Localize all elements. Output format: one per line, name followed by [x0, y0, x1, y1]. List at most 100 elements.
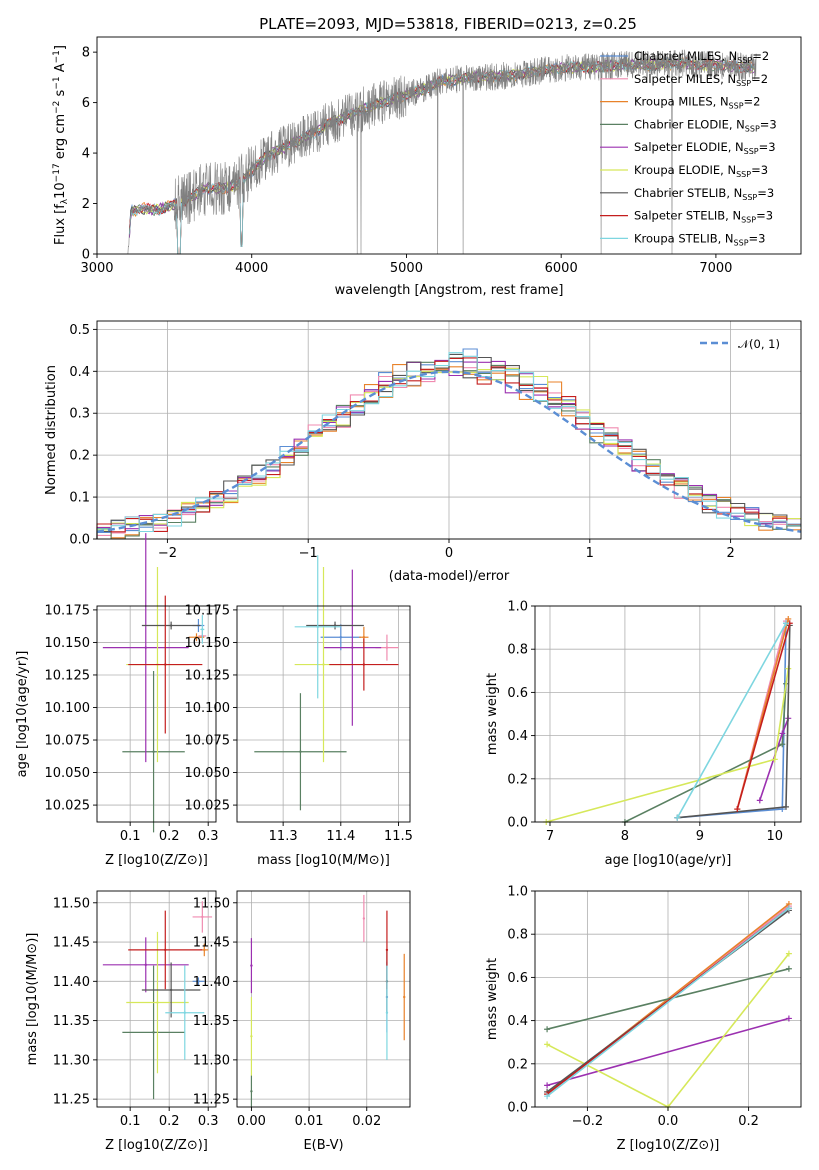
x-axis-label: age [log10(age/yr)]	[605, 853, 732, 868]
legend-subscript: SSP	[734, 238, 749, 247]
x-tick-label: 4000	[235, 261, 268, 276]
model-spectrum-line	[129, 57, 755, 255]
data-point	[351, 646, 354, 649]
axes-frame	[96, 890, 217, 1108]
legend-subscript: SSP	[737, 56, 752, 65]
mass-weight-marker	[544, 1041, 551, 1048]
data-point	[250, 1090, 253, 1093]
data-point	[201, 915, 204, 919]
x-axis-label: E(B-V)	[303, 1138, 343, 1153]
mass-weight-line	[624, 683, 787, 823]
y-tick-label: 0.4	[507, 729, 528, 744]
legend-series-name: Chabrier STELIB, N	[634, 186, 742, 200]
y-tick-label: 11.40	[193, 975, 230, 990]
y-axis-label: mass weight	[485, 673, 500, 755]
x-tick-label: 0.02	[352, 1114, 381, 1129]
data-point	[144, 963, 147, 967]
x-axis-label: wavelength [Angstrom, rest frame]	[335, 283, 564, 298]
model-spectrum-line	[129, 56, 755, 255]
legend-nssp: =3	[760, 117, 777, 131]
legend-series-name: Kroupa ELODIE, N	[634, 163, 736, 177]
legend-entry: Chabrier STELIB, NSSP=3	[634, 186, 774, 202]
mass-weight-marker	[674, 814, 681, 821]
y-tick-label: 0.6	[507, 971, 528, 986]
data-point	[322, 663, 325, 666]
model-spectrum-line	[129, 57, 755, 255]
y-tick-label: 11.35	[53, 1014, 90, 1029]
legend-nssp: =2	[744, 95, 761, 109]
x-tick-label: 0.00	[237, 1114, 266, 1129]
x-tick-label: 0.01	[295, 1114, 324, 1129]
mass-weight-marker	[785, 1015, 792, 1022]
y-tick-label: 10.075	[45, 734, 91, 749]
mass-weight-marker	[779, 741, 786, 748]
mass_vs_ebv-panel: 0.00 0.01 0.02 11.25 11.30 11.35 11.40 11.45 11.…	[193, 890, 411, 1153]
y-tick-label: 10.150	[45, 636, 91, 651]
x-axis-label: Z [log10(Z/Z⊙)]	[617, 1138, 720, 1153]
x-tick-label: 0.1	[120, 829, 141, 844]
y-tick-label: 11.50	[193, 896, 230, 911]
y-axis-label-part: −1	[52, 50, 62, 63]
mass-weight-marker	[544, 1082, 551, 1089]
y-axis-label-part: −2	[52, 101, 62, 114]
age_vs_mass-panel: 11.3 11.4 11.5 10.025 10.050 10.075 10.100 10.1…	[185, 555, 413, 868]
y-tick-label: 10.100	[45, 701, 91, 716]
data-point	[385, 646, 389, 649]
data-point	[339, 636, 342, 639]
legend-nssp: =2	[751, 72, 768, 86]
y-tick-label: 0.2	[69, 449, 90, 464]
legend-subscript: SSP	[745, 124, 760, 133]
x-axis-label: (data-model)/error	[389, 569, 510, 584]
data-point	[164, 663, 167, 666]
legend-subscript: SSP	[742, 193, 757, 202]
legend-series-name: Kroupa STELIB, N	[634, 231, 734, 245]
y-tick-label: 10.150	[185, 636, 231, 651]
y-axis-label: age [log10(age/yr)]	[15, 651, 30, 778]
data-point	[362, 636, 366, 639]
x-tick-label: −0.2	[572, 1114, 604, 1129]
data-point	[152, 750, 155, 753]
data-point	[156, 1001, 159, 1004]
x-tick-label: 11.3	[269, 829, 298, 844]
x-tick-label: 1	[586, 546, 594, 561]
legend-subscript: SSP	[736, 170, 751, 179]
legend-entry: Chabrier ELODIE, NSSP=3	[634, 117, 777, 133]
residual-histogram	[96, 352, 801, 539]
legend-series-name: Salpeter ELODIE, N	[634, 140, 744, 154]
mass-weight-marker	[783, 620, 790, 627]
data-point	[299, 750, 302, 753]
y-tick-label: 10.100	[185, 701, 231, 716]
legend-entry: Kroupa STELIB, NSSP=3	[634, 231, 765, 247]
x-tick-label: 0.2	[738, 1114, 759, 1129]
x-tick-label: 11.4	[326, 829, 355, 844]
weight_vs_age-panel: 7 8 9 10 0.0 0.2 0.4 0.6 0.8 1.0 age [log10(age/yr…	[485, 600, 802, 868]
y-tick-label: 0.3	[69, 407, 90, 422]
figure-panels: 3000 4000 5000 6000 7000 0 2 4 6 8 wavelength [Ang…	[15, 36, 802, 1153]
legend-subscript: SSP	[744, 147, 759, 156]
observed-spectrum-line	[127, 49, 757, 255]
y-tick-label: 10.125	[45, 668, 91, 683]
data-point	[164, 948, 167, 952]
x-tick-label: 7	[546, 829, 554, 844]
model-spectrum-line	[129, 58, 755, 255]
y-tick-label: 0.6	[507, 686, 528, 701]
y-tick-label: 10.075	[185, 734, 231, 749]
axes-frame	[96, 36, 802, 255]
legend-entry: Salpeter ELODIE, NSSP=3	[634, 140, 776, 156]
y-tick-label: 10.025	[45, 799, 91, 814]
y-axis-label-part: ]	[53, 45, 68, 50]
legend-nssp: =2	[752, 49, 769, 63]
data-point	[201, 628, 204, 631]
legend-nssp: =3	[756, 209, 773, 223]
y-tick-label: 0	[82, 248, 90, 263]
y-axis-label-part: A	[53, 63, 68, 76]
mass-weight-marker	[783, 803, 790, 810]
data-point	[169, 624, 173, 627]
mass-weight-marker	[734, 806, 741, 813]
x-tick-label: 9	[696, 829, 704, 844]
y-tick-label: 1.0	[507, 885, 528, 900]
y-tick-label: 11.25	[53, 1093, 90, 1108]
y-tick-label: 0.0	[69, 533, 90, 548]
legend-subscript: SSP	[741, 216, 756, 225]
legend-nssp: =3	[749, 231, 766, 245]
